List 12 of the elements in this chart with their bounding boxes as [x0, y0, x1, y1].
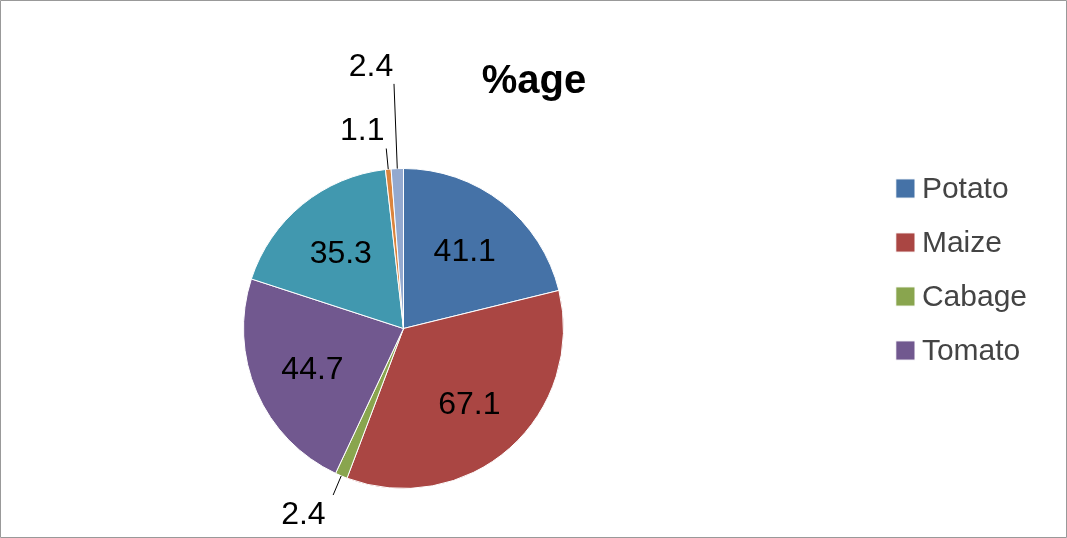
data-label: 1.1 — [339, 111, 385, 148]
data-label: 44.7 — [281, 349, 344, 386]
legend-label: Tomato — [921, 333, 1021, 367]
data-label: 41.1 — [433, 232, 496, 269]
legend-label: Cabage — [921, 279, 1027, 313]
chart-title: %age — [481, 56, 587, 101]
data-label: 35.3 — [309, 233, 372, 270]
data-label: 2.4 — [348, 46, 394, 83]
data-label: 67.1 — [438, 384, 501, 421]
legend-label: Potato — [921, 171, 1009, 205]
legend-label: Maize — [921, 225, 1002, 259]
data-label: 2.4 — [281, 494, 326, 531]
